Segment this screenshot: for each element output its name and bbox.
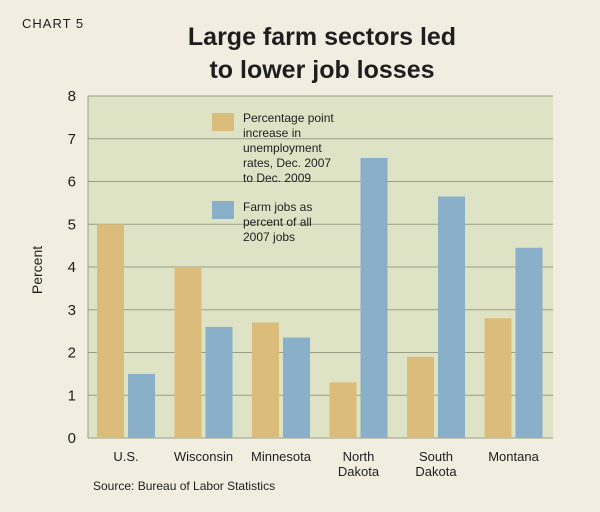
bar-series-1 (407, 356, 434, 438)
legend-swatch-2 (212, 201, 234, 219)
bar-series-2 (360, 157, 388, 439)
chart-title-line-1: Large farm sectors led (188, 23, 456, 51)
legend-label: Farm jobs as (243, 200, 312, 214)
legend-label: increase in (243, 126, 301, 140)
y-tick-label: 4 (68, 259, 76, 276)
bar-series-1 (252, 322, 279, 438)
bar-series-2 (283, 337, 310, 438)
y-tick-label: 7 (68, 131, 76, 148)
y-tick-label: 1 (68, 387, 76, 404)
category-label: Dakota (338, 464, 380, 479)
bar-series-2 (515, 247, 543, 438)
legend-label: percent of all (243, 215, 312, 229)
legend-label: unemployment (243, 141, 322, 155)
legend-label: rates, Dec. 2007 (243, 156, 331, 170)
y-tick-label: 3 (68, 302, 76, 319)
bar-series-2 (128, 373, 155, 438)
legend-label: 2007 jobs (243, 230, 295, 244)
category-label: South (419, 449, 453, 464)
y-axis-label: Percent (29, 246, 45, 294)
legend-swatch-1 (212, 113, 234, 131)
bar-series-1 (329, 382, 357, 438)
category-label: U.S. (113, 449, 138, 464)
y-tick-label: 8 (68, 88, 76, 105)
category-label: Minnesota (251, 449, 312, 464)
legend-label: Percentage point (243, 111, 334, 125)
plot-area: 0 1 2 3 4 5 6 7 8 Percent U.S. Wisconsin Minnesota No… (29, 88, 553, 479)
y-tick-label: 0 (68, 430, 76, 447)
chart-number: CHART 5 (22, 16, 84, 31)
bar-series-2 (438, 196, 465, 438)
bar-series-2 (205, 326, 233, 438)
category-label: Wisconsin (174, 449, 233, 464)
category-label: Montana (488, 449, 539, 464)
bar-series-1 (484, 318, 512, 438)
y-tick-label: 5 (68, 216, 76, 233)
y-tick-label: 6 (68, 174, 76, 191)
legend-label: to Dec. 2009 (243, 171, 311, 185)
category-label: North (343, 449, 375, 464)
bar-series-1 (97, 224, 124, 438)
source-note: Source: Bureau of Labor Statistics (93, 479, 275, 493)
chart-title-line-2: to lower job losses (209, 56, 434, 84)
y-tick-label: 2 (68, 345, 76, 362)
category-label: Dakota (415, 464, 457, 479)
bar-series-1 (174, 267, 202, 438)
